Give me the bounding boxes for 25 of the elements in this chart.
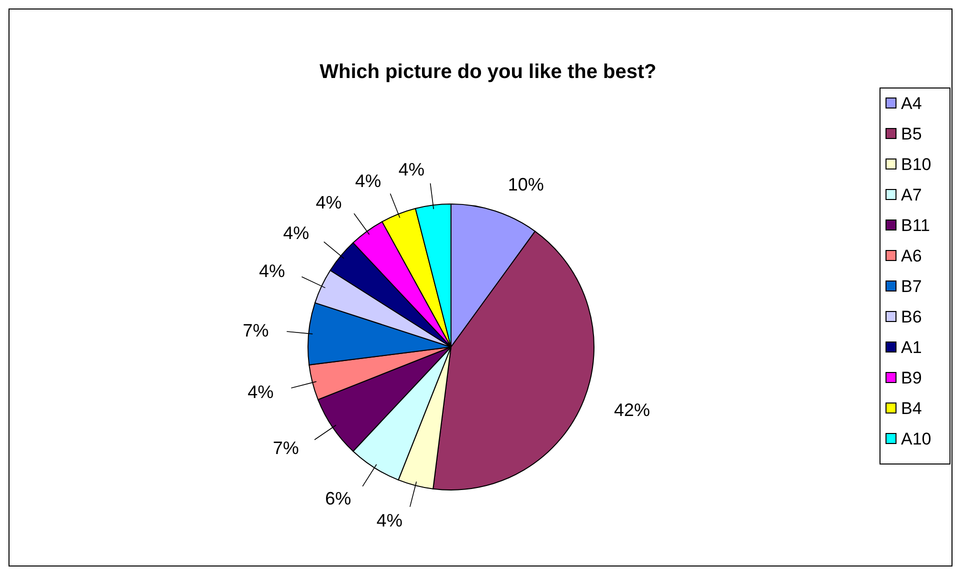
legend-label: A6	[901, 246, 922, 266]
legend-label: B10	[901, 154, 932, 174]
data-label: 7%	[242, 320, 269, 340]
legend-label: B9	[901, 368, 922, 388]
data-label: 4%	[398, 160, 425, 180]
data-label: 42%	[614, 400, 650, 420]
data-label: 4%	[376, 510, 402, 531]
data-label: 6%	[325, 488, 352, 508]
legend-label: A7	[901, 185, 922, 204]
legend-label: B4	[901, 398, 922, 418]
legend-label: B5	[901, 124, 922, 144]
legend-label: A4	[901, 94, 922, 113]
data-label: 4%	[259, 261, 286, 282]
legend-label: A10	[901, 429, 932, 448]
legend-label: B6	[901, 307, 922, 326]
legend-label: B7	[901, 276, 922, 296]
legend-label: B11	[901, 216, 930, 235]
data-label: 10%	[508, 174, 544, 195]
chart-title: Which picture do you like the best?	[320, 61, 656, 83]
data-label: 4%	[248, 382, 274, 402]
data-label: 4%	[283, 223, 310, 244]
data-label: 4%	[316, 192, 342, 212]
data-label: 4%	[355, 170, 382, 191]
data-label: 7%	[272, 438, 299, 458]
legend-label: A1	[901, 338, 922, 357]
